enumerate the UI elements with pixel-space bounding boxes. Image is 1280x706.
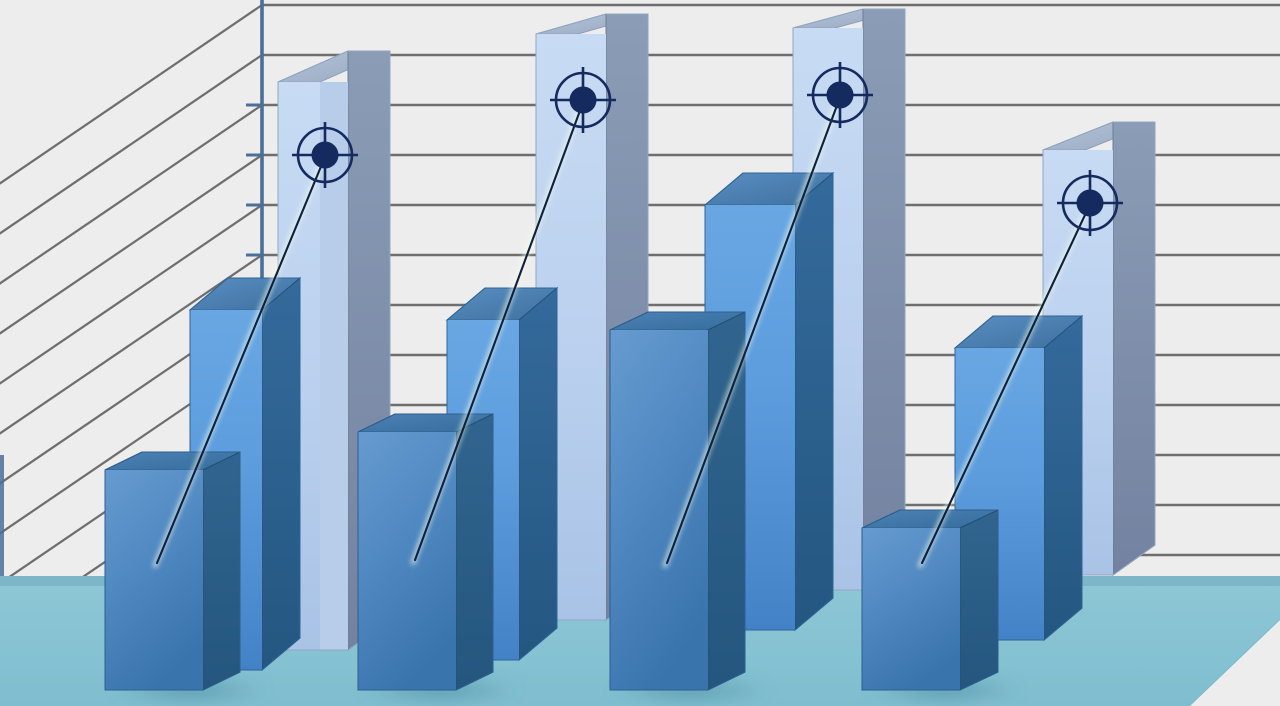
bar-front-1[interactable]: [104, 451, 241, 691]
arrow-3: [665, 90, 844, 565]
target-marker-4[interactable]: [1057, 170, 1123, 236]
bar-front-4[interactable]: [861, 509, 999, 691]
target-markers: [292, 62, 1123, 236]
target-marker-1[interactable]: [292, 122, 358, 188]
target-marker-2[interactable]: [550, 67, 616, 133]
bar-group-front-row: [104, 311, 999, 691]
bar-front-2[interactable]: [357, 413, 494, 691]
lower-right-corner: [1190, 620, 1280, 706]
arrow-4: [920, 198, 1094, 565]
arrow-1: [155, 150, 329, 565]
arrow-2: [413, 95, 587, 562]
target-marker-3[interactable]: [807, 62, 873, 128]
bar-front-3[interactable]: [609, 311, 746, 691]
arrow-lines: [153, 90, 1094, 568]
